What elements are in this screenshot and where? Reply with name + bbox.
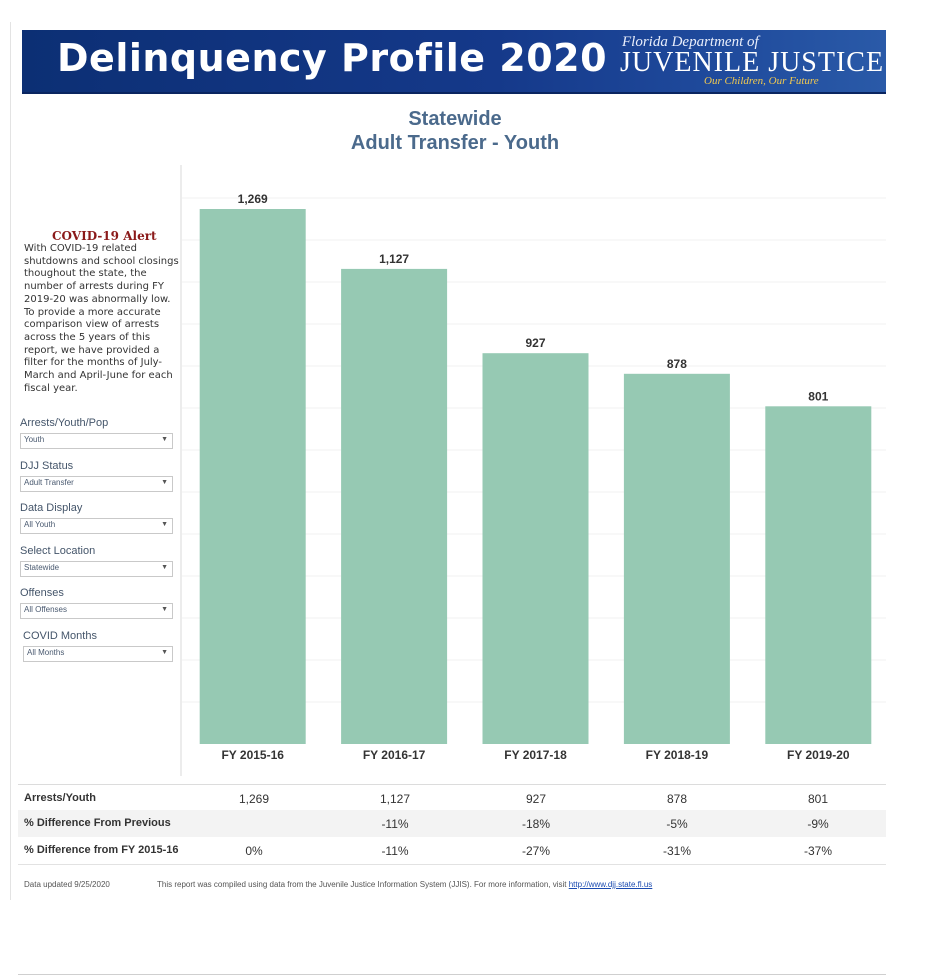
source-note: This report was compiled using data from… [157,880,652,889]
chevron-down-icon: ▼ [161,479,168,486]
covid-alert-body: With COVID-19 related shutdowns and scho… [24,243,179,394]
filter-value: Adult Transfer [24,478,74,487]
filter-label: Data Display [20,502,83,514]
logo-department-text: Florida Department of [622,34,759,50]
left-border [10,22,11,900]
covid-alert-title: COVID-19 Alert [52,229,157,243]
filter-dropdown-offenses[interactable]: All Offenses ▼ [20,603,173,619]
bar-value-label: 801 [808,389,828,403]
table-cell: 1,127 [379,792,411,806]
table-cell: -18% [521,817,550,831]
filter-value: All Offenses [24,605,67,614]
bar[interactable] [199,209,306,744]
bar[interactable] [482,353,589,744]
table-cell: 801 [807,792,829,806]
chart-bars: 1,269 FY 2015-16 1,127 FY 2016-17 927 FY 2017… [199,192,872,762]
filter-select-location: Select Location Statewide ▼ [20,545,173,577]
table-cell: -11% [381,844,409,858]
report-title: Delinquency Profile 2020 [57,36,608,80]
row-label: Arrests/Youth [24,792,96,804]
filter-djj-status: DJJ Status Adult Transfer ▼ [20,460,173,492]
chevron-down-icon: ▼ [161,649,168,656]
chevron-down-icon: ▼ [161,564,168,571]
filter-label: Arrests/Youth/Pop [20,417,109,429]
header-banner: Delinquency Profile 2020 Florida Departm… [22,30,886,94]
table-row: % Difference from FY 2015-16 0% -11% -27% -3… [18,837,886,865]
table-cell: -37% [803,844,832,858]
row-label: % Difference From Previous [24,817,171,829]
djj-website-link[interactable]: http://www.djj.state.fl.us [568,880,653,889]
x-tick-label: FY 2015-16 [221,748,284,762]
filter-value: All Months [27,648,65,657]
bar-value-label: 1,269 [238,192,268,206]
filter-dropdown-data-display[interactable]: All Youth ▼ [20,518,173,534]
table-cell: -5% [666,817,688,831]
table-cell: 878 [666,792,688,806]
table-cell: -11% [381,817,409,831]
chevron-down-icon: ▼ [161,606,168,613]
filter-dropdown-djj-status[interactable]: Adult Transfer ▼ [20,476,173,492]
filter-label: COVID Months [23,630,97,642]
filter-dropdown-covid-months[interactable]: All Months ▼ [23,646,173,662]
filter-dropdown-arrests-youth-pop[interactable]: Youth ▼ [20,433,173,449]
table-cell: -27% [521,844,550,858]
filter-dropdown-select-location[interactable]: Statewide ▼ [20,561,173,577]
table-cell: -9% [807,817,829,831]
filter-value: All Youth [24,520,56,529]
chevron-down-icon: ▼ [161,521,168,528]
bar-value-label: 878 [667,357,687,371]
filter-data-display: Data Display All Youth ▼ [20,502,173,534]
logo-main-text: JUVENILE JUSTICE [620,47,885,78]
filter-value: Statewide [24,563,60,572]
filter-arrests-youth-pop: Arrests/Youth/Pop Youth ▼ [20,417,173,449]
x-tick-label: FY 2018-19 [646,748,709,762]
row-label: % Difference from FY 2015-16 [24,844,179,856]
x-tick-label: FY 2017-18 [504,748,567,762]
chart-subtitle: Adult Transfer - Youth [350,132,560,154]
table-cell: 927 [525,792,547,806]
bar-value-label: 1,127 [379,252,409,266]
x-tick-label: FY 2016-17 [363,748,426,762]
filter-offenses: Offenses All Offenses ▼ [20,587,173,619]
chart-title: Statewide [408,108,502,130]
table-cell: 0% [245,844,263,858]
table-row: Arrests/Youth 1,269 1,127 927 878 801 [18,784,886,812]
bar[interactable] [341,268,448,744]
filter-label: Offenses [20,587,64,599]
bar-value-label: 927 [525,336,545,350]
table-cell: -31% [662,844,691,858]
x-tick-label: FY 2019-20 [787,748,850,762]
bar[interactable] [765,406,872,744]
filter-label: Select Location [20,545,96,557]
filter-label: DJJ Status [20,460,74,472]
chevron-down-icon: ▼ [161,436,168,443]
bar[interactable] [623,373,730,744]
source-note-text: This report was compiled using data from… [157,880,569,889]
logo-tagline-text: Our Children, Our Future [704,75,819,87]
filter-value: Youth [24,435,45,444]
bar-chart: 1,269 FY 2015-16 1,127 FY 2016-17 927 FY 2017… [180,165,886,776]
filter-covid-months: COVID Months All Months ▼ [23,630,173,662]
data-updated-note: Data updated 9/25/2020 [24,880,110,889]
djj-logo: Florida Department of JUVENILE JUSTICE O… [614,34,883,88]
table-row: % Difference From Previous -11% -18% -5% -9% [18,810,886,837]
table-cell: 1,269 [238,792,270,806]
